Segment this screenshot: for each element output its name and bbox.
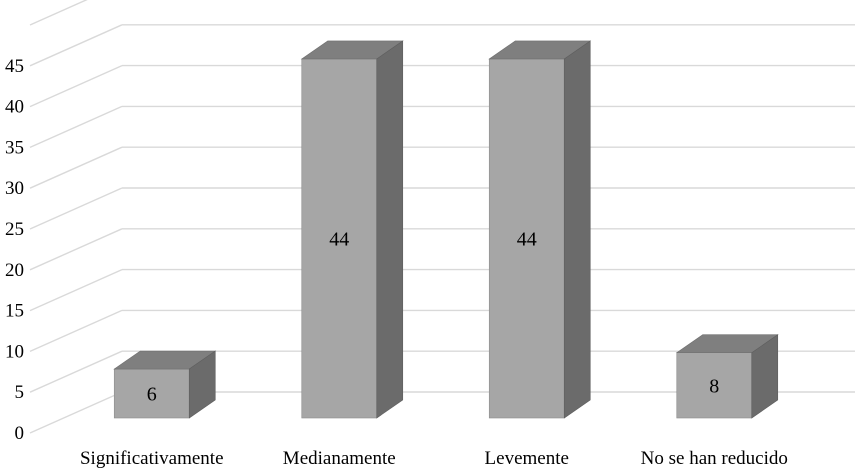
bar-data-label: 44 xyxy=(329,228,349,250)
y-tick-label: 15 xyxy=(5,301,24,322)
x-category-label: No se han reducido xyxy=(641,448,788,468)
bar-side xyxy=(563,40,591,419)
gridline-side xyxy=(29,187,123,230)
y-tick-label: 0 xyxy=(15,423,25,444)
gridline-side xyxy=(29,350,123,393)
y-tick-label: 45 xyxy=(5,56,24,77)
x-category-label: Significativamente xyxy=(80,448,224,468)
bar-data-label: 44 xyxy=(517,228,537,250)
gridline-side xyxy=(29,64,123,108)
y-tick-label: 30 xyxy=(5,178,24,199)
bar-side xyxy=(751,334,779,419)
y-tick-label: 5 xyxy=(15,382,25,403)
y-tick-label: 25 xyxy=(5,219,24,240)
bar-front xyxy=(301,58,378,419)
gridline-side xyxy=(29,391,123,434)
y-tick-label: 10 xyxy=(5,341,24,362)
bar-front xyxy=(676,352,753,419)
bar-data-label: 6 xyxy=(147,384,157,406)
bar-side xyxy=(376,40,404,419)
gridline-side xyxy=(29,105,123,149)
y-tick-label: 35 xyxy=(5,137,24,158)
gridline-side xyxy=(29,24,123,67)
gridline-side xyxy=(29,228,123,271)
gridline-side xyxy=(29,309,123,353)
gridline-side xyxy=(29,146,123,189)
bar-side xyxy=(188,350,216,419)
gridline-side xyxy=(29,0,88,26)
y-tick-label: 20 xyxy=(5,260,24,281)
x-category-label: Levemente xyxy=(485,448,569,468)
gridline-side xyxy=(29,268,123,312)
y-tick-label: 40 xyxy=(5,97,24,118)
x-category-label: Medianamente xyxy=(283,448,396,468)
bar-data-label: 8 xyxy=(709,375,719,397)
